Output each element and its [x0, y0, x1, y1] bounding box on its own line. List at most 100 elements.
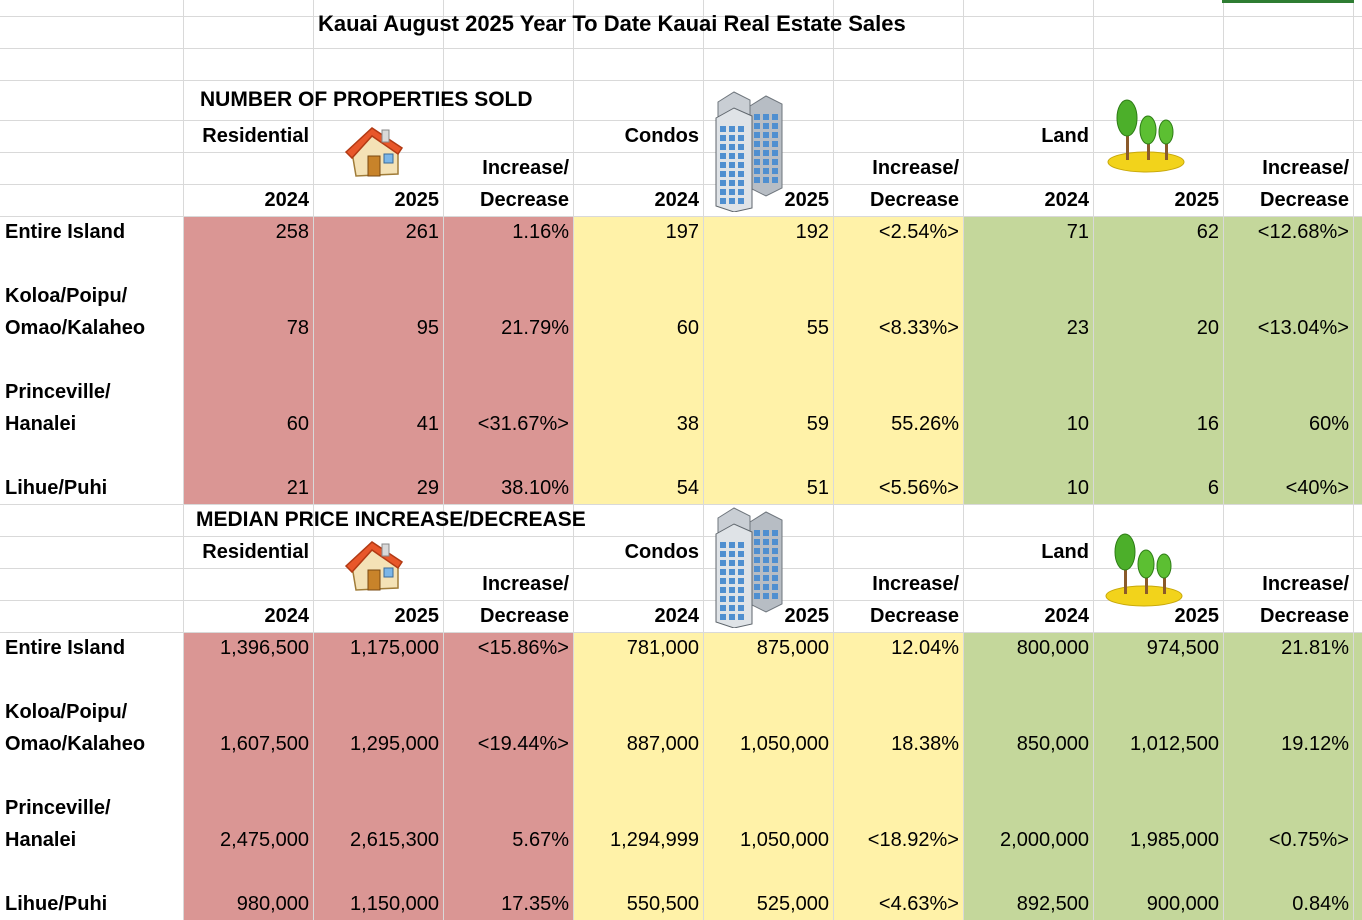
table-cell: 17.35% [501, 893, 569, 915]
table-cell: 192 [795, 221, 829, 243]
change-header-bottom: Decrease [480, 189, 569, 211]
table-cell: 29 [416, 477, 439, 499]
table-cell: 54 [676, 477, 699, 499]
table-cell: 5.67% [512, 829, 569, 851]
table-cell: 0.84% [1292, 893, 1349, 915]
group-label-land: Land [1041, 125, 1089, 147]
grid-column-line [573, 0, 574, 920]
table-cell: 525,000 [756, 893, 829, 915]
change-header-bottom: Decrease [1260, 605, 1349, 627]
color-band-condos [573, 632, 963, 920]
table-cell: <18.92%> [867, 829, 959, 851]
year-header: 2025 [1174, 189, 1220, 211]
grid-column-line [313, 0, 314, 920]
table-cell: 2,000,000 [1000, 829, 1089, 851]
grid-row-line [0, 632, 1362, 633]
change-header-bottom: Decrease [870, 605, 959, 627]
table-cell: <12.68%> [1257, 221, 1349, 243]
table-cell: 95 [416, 317, 439, 339]
color-band-land [963, 632, 1362, 920]
table-cell: 892,500 [1016, 893, 1089, 915]
selected-cell-indicator [1222, 0, 1354, 3]
table-cell: 258 [275, 221, 309, 243]
table-cell: 1,175,000 [350, 637, 439, 659]
table-cell: 62 [1196, 221, 1219, 243]
table-cell: <40%> [1285, 477, 1349, 499]
year-header: 2025 [784, 189, 830, 211]
table-cell: 71 [1066, 221, 1089, 243]
table-cell: 1,050,000 [740, 733, 829, 755]
table-cell: 60 [286, 413, 309, 435]
table-cell: 1,294,999 [610, 829, 699, 851]
table-cell: 21.81% [1281, 637, 1349, 659]
table-cell: 2,615,300 [350, 829, 439, 851]
table-cell: 23 [1066, 317, 1089, 339]
change-header-top: Increase/ [872, 157, 959, 179]
table-cell: 1,295,000 [350, 733, 439, 755]
buildings-icon [715, 507, 783, 628]
table-cell: 12.04% [891, 637, 959, 659]
table-cell: <5.56%> [878, 477, 959, 499]
grid-row-line [0, 120, 1362, 121]
grid-row-line [0, 536, 1362, 537]
change-header-bottom: Decrease [1260, 189, 1349, 211]
grid-column-line [963, 0, 964, 920]
change-header-bottom: Decrease [870, 189, 959, 211]
color-band-condos [573, 216, 963, 504]
table-cell: 781,000 [626, 637, 699, 659]
table-cell: <0.75%> [1268, 829, 1349, 851]
table-cell: 1,396,500 [220, 637, 309, 659]
color-band-residential [183, 632, 573, 920]
year-header: 2025 [394, 189, 440, 211]
table-cell: 55 [806, 317, 829, 339]
table-cell: 980,000 [236, 893, 309, 915]
area-label: Hanalei [5, 829, 77, 851]
house-icon [344, 541, 404, 591]
table-cell: 18.38% [891, 733, 959, 755]
section-heading: NUMBER OF PROPERTIES SOLD [200, 88, 533, 111]
section-heading: MEDIAN PRICE INCREASE/DECREASE [196, 508, 586, 531]
year-header: 2024 [264, 605, 310, 627]
table-cell: <19.44%> [477, 733, 569, 755]
group-label-condos: Condos [624, 541, 699, 563]
table-cell: 10 [1066, 477, 1089, 499]
table-cell: 1,607,500 [220, 733, 309, 755]
table-cell: <8.33%> [878, 317, 959, 339]
area-label: Entire Island [5, 637, 126, 659]
year-header: 2024 [654, 189, 700, 211]
area-label: Omao/Kalaheo [5, 733, 146, 755]
table-cell: 10 [1066, 413, 1089, 435]
area-label: Entire Island [5, 221, 126, 243]
grid-row-line [0, 48, 1362, 49]
house-icon [344, 127, 404, 177]
area-label: Lihue/Puhi [5, 477, 108, 499]
table-cell: 21 [286, 477, 309, 499]
table-cell: 21.79% [501, 317, 569, 339]
table-cell: <13.04%> [1257, 317, 1349, 339]
grid-row-line [0, 80, 1362, 81]
table-cell: 38 [676, 413, 699, 435]
grid-row-line [0, 152, 1362, 153]
area-label: Omao/Kalaheo [5, 317, 146, 339]
trees-icon [1105, 533, 1183, 607]
table-cell: 55.26% [891, 413, 959, 435]
grid-column-line [1093, 0, 1094, 920]
grid-row-line [0, 504, 1362, 505]
area-label: Koloa/Poipu/ [5, 701, 128, 723]
table-cell: <15.86%> [477, 637, 569, 659]
table-cell: 875,000 [756, 637, 829, 659]
table-cell: 59 [806, 413, 829, 435]
table-cell: <31.67%> [477, 413, 569, 435]
table-cell: <4.63%> [878, 893, 959, 915]
area-label: Lihue/Puhi [5, 893, 108, 915]
table-cell: <2.54%> [878, 221, 959, 243]
sheet-title: Kauai August 2025 Year To Date Kauai Rea… [318, 11, 906, 36]
year-header: 2025 [394, 605, 440, 627]
year-header: 2025 [1174, 605, 1220, 627]
table-cell: 16 [1196, 413, 1219, 435]
grid-row-line [0, 600, 1362, 601]
trees-icon [1107, 99, 1185, 173]
table-cell: 550,500 [626, 893, 699, 915]
area-label: Princeville/ [5, 381, 111, 403]
